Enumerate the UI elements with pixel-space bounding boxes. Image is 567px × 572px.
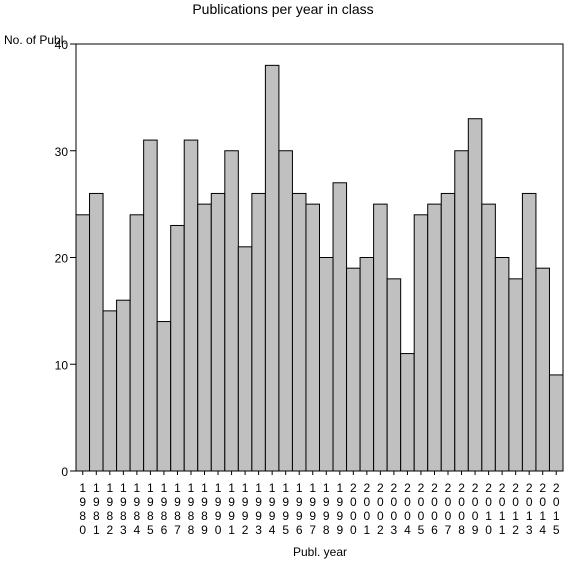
- bar: [440, 192, 456, 472]
- bar: [386, 278, 402, 472]
- plot-area: 0 10 20 30 40 1 9 8 0 1 9 8 1 1 9 8 2 1 9 8 3 1 9 8 4 1 9 8 5 1 9 8 6 1 9 8…: [55, 38, 564, 537]
- y-tick-label: 20: [55, 252, 69, 266]
- bar: [454, 150, 469, 472]
- bar: [224, 150, 239, 472]
- bar: [346, 267, 361, 472]
- bar: [521, 192, 537, 472]
- bar: [264, 64, 280, 472]
- bar: [359, 257, 375, 472]
- bar: [197, 203, 212, 472]
- y-tick-label: 30: [55, 145, 69, 159]
- bar: [291, 192, 307, 472]
- x-axis-label: Publ. year: [293, 545, 347, 559]
- bar: [535, 267, 550, 472]
- bar: [548, 374, 564, 472]
- bar: [467, 118, 483, 472]
- bar: [75, 214, 91, 472]
- chart-title: Publications per year in class: [192, 1, 373, 17]
- bar: [400, 353, 415, 472]
- y-tick-label: 0: [61, 465, 68, 479]
- bar: [427, 203, 442, 472]
- y-tick-label: 40: [55, 38, 69, 52]
- bar: [129, 214, 145, 472]
- bar: [305, 203, 321, 472]
- bar: [494, 257, 510, 472]
- bar: [183, 139, 199, 472]
- bar: [170, 224, 185, 472]
- bar: [156, 321, 172, 472]
- y-tick-label: 10: [55, 358, 69, 372]
- bar: [508, 278, 523, 472]
- bar: [319, 257, 334, 472]
- bar: [102, 310, 118, 472]
- bar: [143, 139, 158, 472]
- bar: [116, 299, 131, 472]
- bar: [278, 150, 293, 472]
- bar: [251, 192, 266, 472]
- bar: [481, 203, 496, 472]
- bar: [373, 203, 388, 472]
- y-axis-label: No. of Publ.: [4, 33, 67, 47]
- bar: [210, 192, 226, 472]
- bar: [89, 192, 104, 472]
- bar: [332, 182, 348, 472]
- bar: [237, 246, 253, 472]
- bar: [413, 214, 429, 472]
